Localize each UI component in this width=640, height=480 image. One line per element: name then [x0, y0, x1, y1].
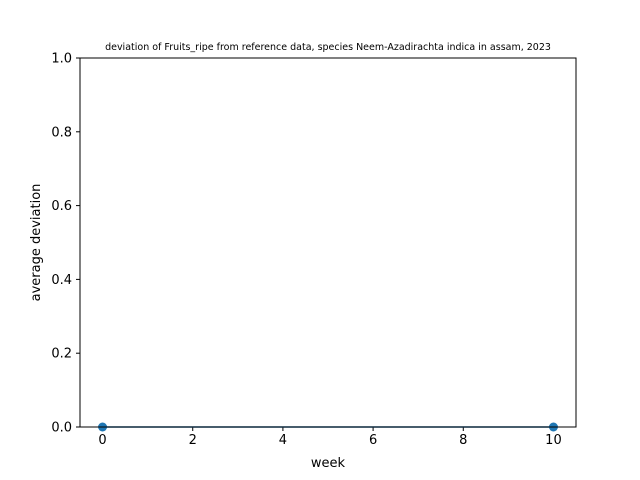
y-tick-label: 0.8	[51, 125, 72, 140]
y-axis-label: average deviation	[29, 184, 44, 302]
y-axis: 0.0 0.2 0.4 0.6 0.8 1.0	[51, 52, 80, 436]
x-tick-label: 10	[545, 433, 562, 448]
x-tick-label: 4	[279, 433, 287, 448]
x-tick-label: 6	[369, 433, 377, 448]
y-tick-label: 0.4	[51, 273, 72, 288]
y-tick-label: 0.6	[51, 199, 72, 214]
x-tick-label: 8	[459, 433, 467, 448]
x-tick-label: 2	[189, 433, 197, 448]
x-axis: 0 2 4 6 8 10	[98, 427, 562, 448]
chart-title: deviation of Fruits_ripe from reference …	[105, 42, 551, 53]
y-tick-label: 0.2	[51, 347, 72, 362]
plot-area	[80, 58, 576, 427]
y-tick-label: 0.0	[51, 421, 72, 436]
x-tick-label: 0	[98, 433, 106, 448]
x-axis-label: week	[311, 456, 346, 471]
plot-background	[80, 58, 576, 427]
y-tick-label: 1.0	[51, 52, 72, 67]
axes-frame	[79, 57, 577, 428]
